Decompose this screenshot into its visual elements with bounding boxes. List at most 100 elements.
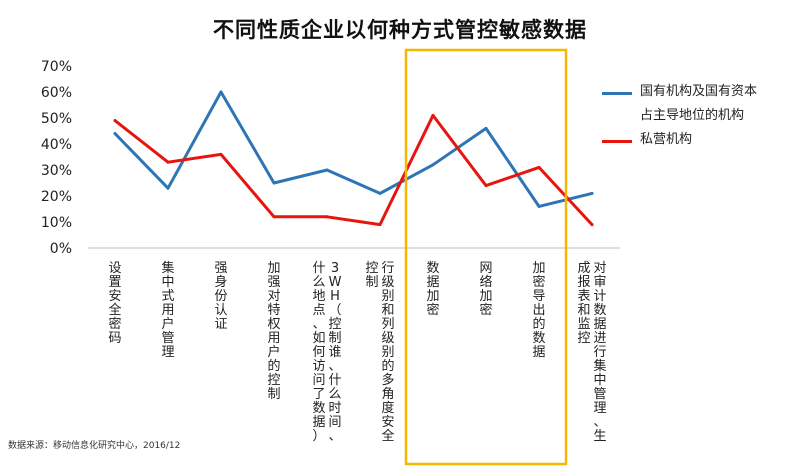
svg-text:别: 别 <box>381 289 394 304</box>
data-point-state-owned <box>537 204 541 208</box>
svg-text:间: 间 <box>328 415 341 430</box>
svg-text:份: 份 <box>214 289 227 304</box>
svg-text:码: 码 <box>108 331 121 346</box>
svg-text:控: 控 <box>577 331 590 346</box>
data-point-private <box>219 152 223 156</box>
svg-text:的: 的 <box>381 358 394 374</box>
svg-text:中: 中 <box>593 373 606 388</box>
y-tick-label: 70% <box>41 59 72 75</box>
data-source-note: 数据来源：移动信息化研究中心，2016/12 <box>8 441 181 451</box>
svg-text:的: 的 <box>532 316 545 332</box>
svg-text:访: 访 <box>312 359 325 374</box>
svg-text:数: 数 <box>426 261 439 276</box>
chart-title: 不同性质企业以何种方式管控敏感数据 <box>213 18 587 42</box>
svg-text:密: 密 <box>426 302 439 318</box>
svg-text:制: 制 <box>328 331 341 346</box>
svg-text:管: 管 <box>593 387 606 402</box>
svg-text:权: 权 <box>267 316 280 332</box>
svg-text:密: 密 <box>108 316 121 332</box>
data-point-private <box>484 184 488 188</box>
svg-text:计: 计 <box>593 289 606 304</box>
y-tick-label: 60% <box>41 85 72 101</box>
data-point-state-owned <box>166 186 170 190</box>
legend-item-state-owned: 国有机构及国有资本 占主导地位的机构 <box>640 80 800 128</box>
svg-text:行: 行 <box>381 261 394 276</box>
svg-text:、: 、 <box>593 415 606 430</box>
svg-text:集: 集 <box>593 358 606 374</box>
svg-text:度: 度 <box>381 400 394 416</box>
svg-text:用: 用 <box>161 303 174 318</box>
data-point-state-owned <box>219 90 223 94</box>
svg-text:3: 3 <box>331 261 339 276</box>
y-tick-label: 0% <box>50 241 72 257</box>
y-tick-label: 40% <box>41 137 72 153</box>
svg-text:户: 户 <box>161 316 174 332</box>
svg-text:进: 进 <box>593 331 606 346</box>
svg-text:身: 身 <box>214 274 227 290</box>
svg-text:强: 强 <box>267 275 280 290</box>
svg-text:出: 出 <box>532 303 545 318</box>
svg-text:加: 加 <box>267 261 280 276</box>
svg-text:、: 、 <box>328 429 341 444</box>
data-point-state-owned <box>431 163 435 167</box>
svg-text:列: 列 <box>381 317 394 332</box>
y-tick-label: 30% <box>41 163 72 179</box>
svg-text:据: 据 <box>532 345 545 360</box>
svg-text:成: 成 <box>577 261 590 276</box>
svg-text:式: 式 <box>161 289 174 304</box>
y-tick-label: 20% <box>41 189 72 205</box>
svg-text:安: 安 <box>108 289 121 304</box>
svg-text:络: 络 <box>479 274 492 290</box>
svg-text:点: 点 <box>312 303 325 318</box>
svg-text:特: 特 <box>267 303 280 318</box>
svg-text:（: （ <box>328 303 341 318</box>
data-point-private <box>166 160 170 164</box>
svg-text:认: 认 <box>214 303 227 318</box>
svg-text:导: 导 <box>532 289 545 304</box>
svg-text:如: 如 <box>312 330 325 346</box>
svg-text:地: 地 <box>312 289 325 304</box>
data-point-private <box>431 113 435 117</box>
data-point-private <box>537 165 541 169</box>
svg-text:W: W <box>329 275 342 290</box>
svg-text:全: 全 <box>381 428 394 444</box>
svg-text:级: 级 <box>381 331 394 346</box>
data-point-private <box>378 223 382 227</box>
data-point-private <box>590 223 594 227</box>
svg-text:中: 中 <box>161 275 174 290</box>
svg-text:数: 数 <box>312 401 325 416</box>
svg-text:对: 对 <box>267 289 280 304</box>
y-tick-label: 50% <box>41 111 72 127</box>
legend-label-state-owned-line2: 占主导地位的机构 <box>640 108 745 123</box>
data-point-state-owned <box>590 191 594 195</box>
series-line-private <box>113 113 594 227</box>
svg-text:据: 据 <box>593 317 606 332</box>
svg-text:时: 时 <box>328 401 341 416</box>
svg-text:设: 设 <box>108 261 121 276</box>
data-point-state-owned <box>272 181 276 185</box>
svg-text:报: 报 <box>577 275 590 290</box>
svg-text:审: 审 <box>593 275 606 290</box>
svg-text:、: 、 <box>312 317 325 332</box>
svg-text:网: 网 <box>479 261 492 276</box>
svg-text:全: 全 <box>108 302 121 318</box>
svg-text:H: H <box>330 289 340 304</box>
legend-label-state-owned-line1: 国有机构及国有资本 <box>640 84 758 99</box>
svg-text:了: 了 <box>312 387 325 402</box>
svg-text:生: 生 <box>593 429 606 444</box>
data-point-state-owned <box>325 168 329 172</box>
data-point-state-owned <box>378 191 382 195</box>
svg-text:和: 和 <box>577 303 590 318</box>
svg-text:管: 管 <box>161 331 174 346</box>
data-point-private <box>113 119 117 123</box>
svg-text:何: 何 <box>312 344 325 360</box>
svg-text:制: 制 <box>365 275 378 290</box>
